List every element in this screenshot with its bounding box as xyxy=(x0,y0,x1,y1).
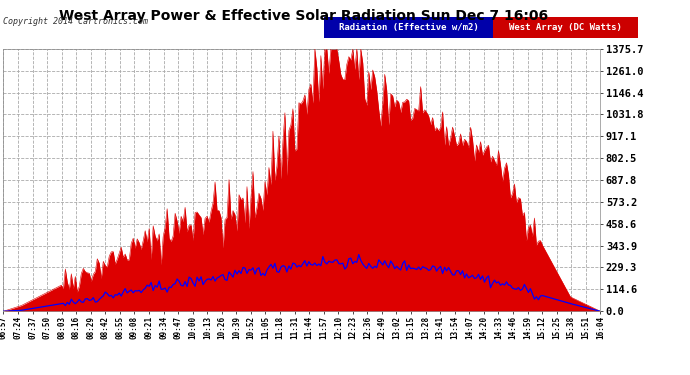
Text: West Array Power & Effective Solar Radiation Sun Dec 7 16:06: West Array Power & Effective Solar Radia… xyxy=(59,9,548,23)
Text: West Array (DC Watts): West Array (DC Watts) xyxy=(509,22,622,32)
Text: Copyright 2014 Cartronics.com: Copyright 2014 Cartronics.com xyxy=(3,17,148,26)
Text: Radiation (Effective w/m2): Radiation (Effective w/m2) xyxy=(339,22,479,32)
